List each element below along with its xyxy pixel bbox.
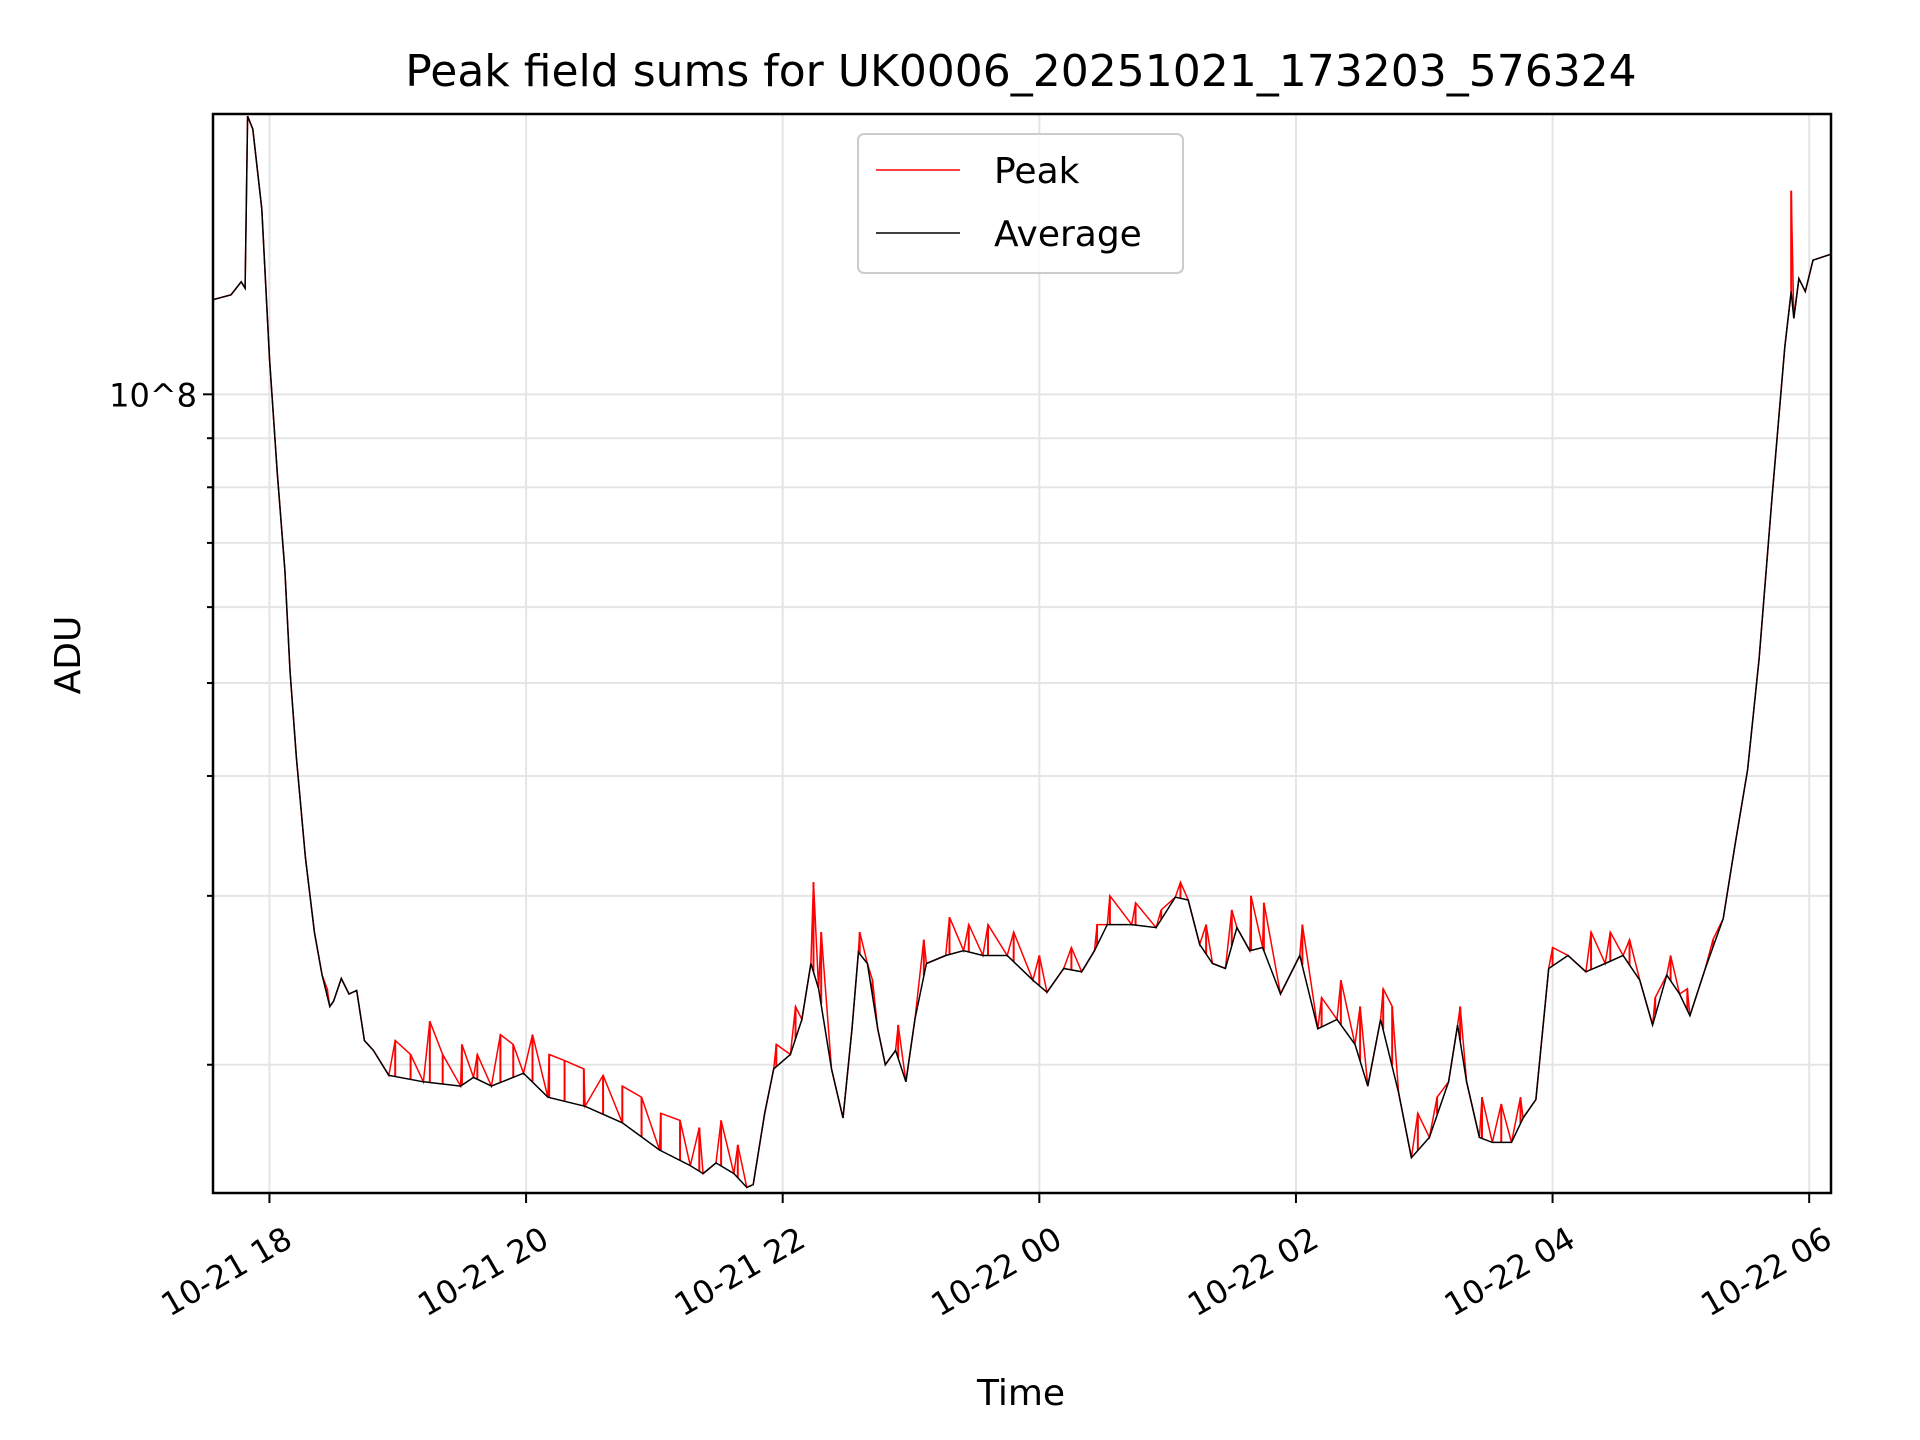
average-series-line [212,115,1832,1189]
x-tick-label: 10-22 02 [1181,1219,1325,1324]
axes-frame [211,112,1833,1195]
x-tick-label: 10-21 18 [155,1219,299,1324]
ticks: 10-21 18 10-21 20 10-21 22 10-22 00 10-22 02… [109,376,1838,1324]
x-tick-label: 10-22 04 [1438,1219,1582,1324]
x-tick-label: 10-21 22 [668,1219,812,1324]
x-tick-label: 10-22 06 [1694,1219,1838,1324]
chart-title: Peak field sums for UK0006_20251021_1732… [405,46,1636,97]
x-axis-label: Time [976,1373,1065,1414]
x-tick-label: 10-21 20 [411,1219,555,1324]
plot-area [212,115,1832,1189]
legend-average-label: Average [994,214,1142,255]
y-axis-label: ADU [48,616,89,695]
grid [213,114,1831,1193]
legend-box [857,133,1184,274]
x-tick-label: 10-22 00 [925,1219,1069,1324]
y-tick-label: 10^8 [109,376,197,414]
legend: Peak Average [857,133,1184,274]
legend-peak-label: Peak [994,151,1080,192]
peak-series-line [212,115,1832,1189]
